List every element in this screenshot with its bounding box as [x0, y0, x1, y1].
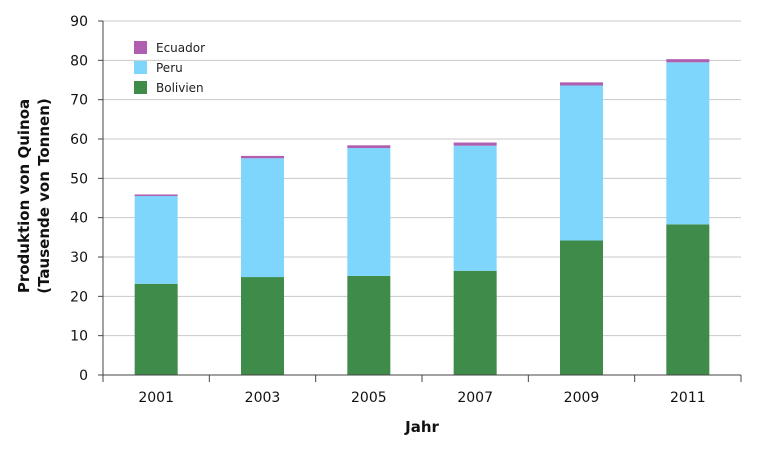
bar-segment-ecuador [560, 82, 603, 86]
y-axis-title: Produktion von Quinoa (Tausende von Tonn… [15, 98, 53, 293]
y-tick-label: 0 [79, 368, 88, 384]
y-tick-label: 10 [70, 329, 88, 345]
bar-segment-ecuador [347, 145, 391, 149]
legend: Ecuador Peru Bolivien [134, 41, 205, 95]
bar-segment-peru [134, 196, 178, 284]
x-tick-label: 2009 [564, 390, 600, 406]
x-tick-label: 2011 [670, 390, 706, 406]
y-tick-label: 50 [70, 171, 88, 187]
x-tick-label: 2005 [351, 390, 387, 406]
bar-segment-peru [560, 85, 603, 241]
bar-segment-bolivien [134, 283, 178, 375]
bar-segment-ecuador [134, 194, 178, 197]
y-tick-label: 60 [70, 132, 88, 148]
y-tick-label: 70 [70, 93, 88, 109]
y-tick-label: 40 [70, 211, 88, 227]
x-tick-label: 2007 [457, 390, 493, 406]
y-tick-label: 20 [70, 289, 88, 305]
bars [134, 59, 710, 375]
bar-segment-peru [453, 145, 497, 271]
legend-swatch-bolivien [134, 81, 147, 94]
bar-segment-ecuador [241, 155, 284, 159]
x-axis-title: Jahr [404, 418, 439, 436]
x-tick-labels: 2001 2003 2005 2007 2009 2011 [138, 390, 705, 406]
y-axis-title-line-1: Produktion von Quinoa [15, 99, 33, 293]
legend-swatch-peru [134, 61, 147, 74]
y-tick-label: 90 [70, 14, 88, 30]
y-tick-label: 30 [70, 250, 88, 266]
legend-label-peru: Peru [156, 61, 183, 75]
bar-segment-ecuador [666, 59, 710, 63]
axes [98, 20, 742, 382]
bar-segment-peru [347, 148, 391, 276]
grid-lines [103, 20, 741, 337]
bar-segment-peru [241, 158, 284, 278]
y-axis-title-line-2: (Tausende von Tonnen) [35, 98, 53, 293]
legend-swatch-ecuador [134, 41, 147, 54]
bar-segment-bolivien [453, 270, 497, 375]
x-tick-label: 2001 [138, 390, 174, 406]
legend-label-ecuador: Ecuador [156, 41, 205, 55]
bar-segment-peru [666, 62, 710, 225]
y-tick-labels: 0 10 20 30 40 50 60 70 80 90 [70, 14, 88, 384]
bar-segment-bolivien [666, 224, 710, 375]
bar-segment-bolivien [241, 277, 284, 375]
x-tick-label: 2003 [245, 390, 281, 406]
bar-segment-bolivien [347, 275, 391, 375]
bar-segment-bolivien [560, 240, 603, 375]
bar-segment-ecuador [453, 142, 497, 146]
legend-label-bolivien: Bolivien [156, 81, 204, 95]
y-tick-label: 80 [70, 53, 88, 69]
